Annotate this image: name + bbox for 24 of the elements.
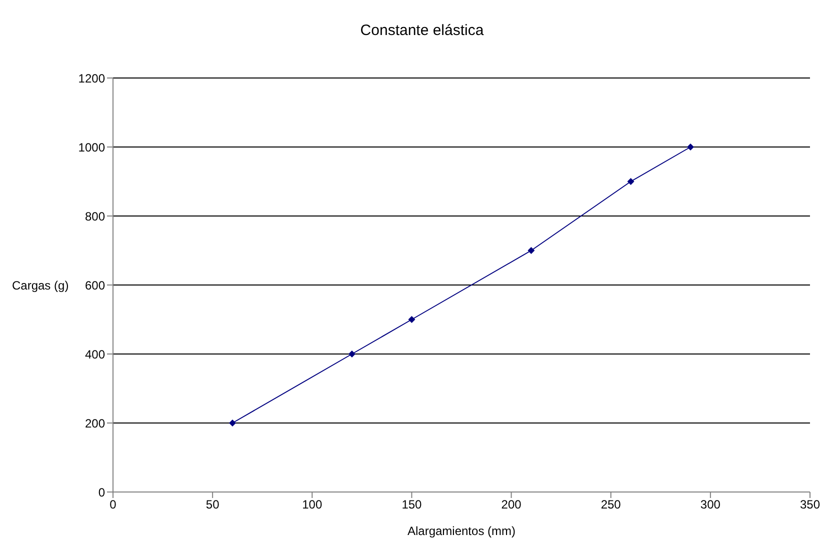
x-tick-label: 200 [501,498,522,512]
chart-title: Constante elástica [359,22,485,39]
x-tick-label: 0 [110,498,117,512]
y-tick-label: 200 [84,416,106,430]
y-tick-label: 600 [84,278,106,292]
y-tick-label: 0 [98,485,106,500]
x-tick-label: 100 [302,498,322,512]
point [228,420,236,426]
y-tick-label: 1200 [78,71,106,86]
y-tick-label: 400 [84,347,106,362]
x-axis-title: Alargamientos (mm) [407,524,516,538]
y-tick-label: 1000 [78,140,106,154]
x-tick-label: 350 [800,498,820,512]
x-tick-label: 250 [600,498,622,512]
point [528,247,535,254]
point [408,316,416,323]
y-tick-label: 800 [84,209,106,224]
x-tick-label: 50 [206,498,220,512]
x-tick-label: 150 [402,498,422,512]
point [687,144,694,150]
y-axis-title: Cargas (g) [12,278,69,292]
point [348,350,356,358]
point [627,178,634,185]
x-tick-label: 300 [700,498,721,512]
